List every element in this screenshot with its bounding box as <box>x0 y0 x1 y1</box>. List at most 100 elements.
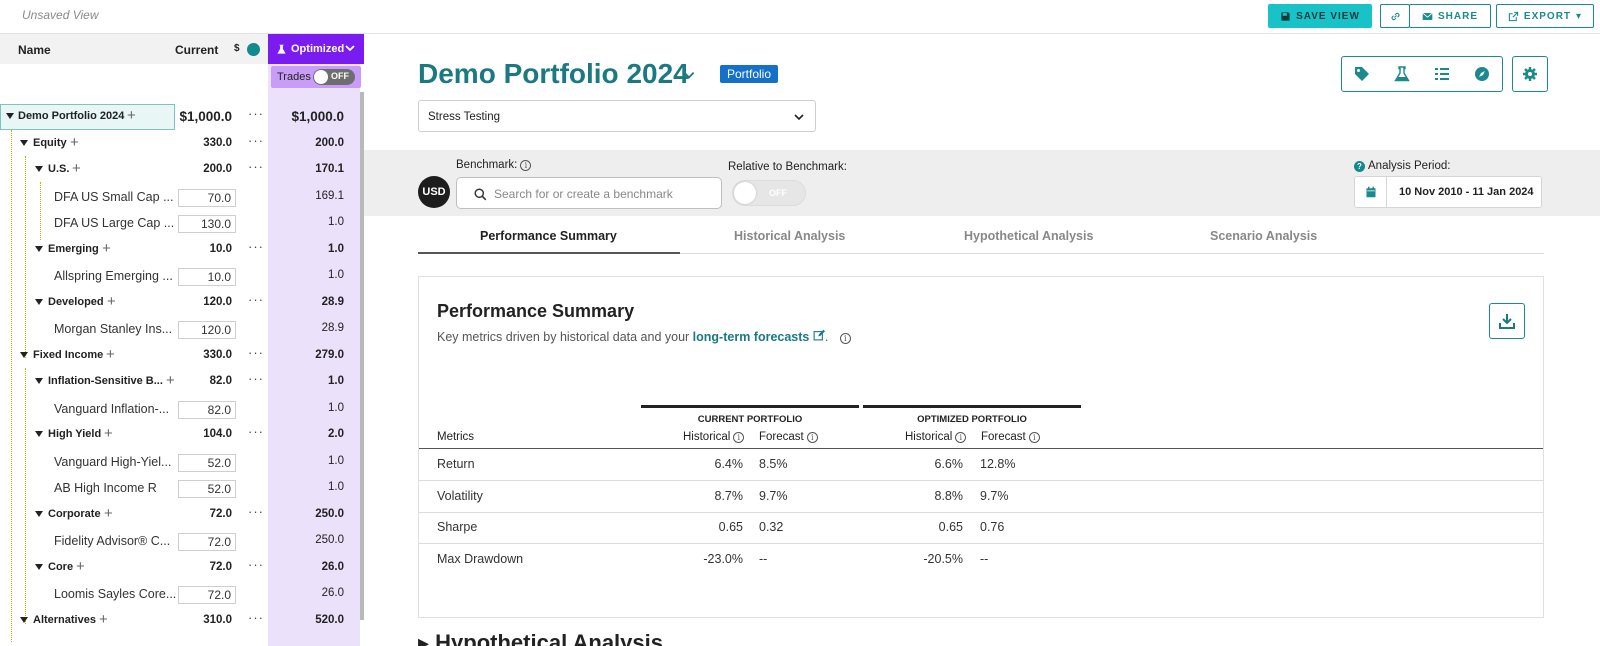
info-icon[interactable]: i <box>806 432 818 443</box>
tab-performance-summary[interactable]: Performance Summary <box>480 229 617 243</box>
tree-row-group[interactable]: U.S. +200.0 ··· 170.1 <box>0 157 360 183</box>
caret-down-icon[interactable] <box>20 351 28 358</box>
tree-row-current: $1,000.0 <box>179 109 232 124</box>
more-icon[interactable]: ··· <box>248 424 264 439</box>
add-icon[interactable]: + <box>102 239 111 257</box>
vertical-scrollbar[interactable] <box>360 92 364 620</box>
tree-row-holding[interactable]: Allspring Emerging ... 10.0 1.0 <box>0 263 360 289</box>
more-icon[interactable]: ··· <box>248 106 264 121</box>
list-icon[interactable] <box>1434 66 1450 82</box>
caret-down-icon[interactable] <box>35 166 43 172</box>
current-amount-input[interactable]: 52.0 <box>178 453 236 472</box>
caret-down-icon[interactable] <box>6 113 14 119</box>
tree-row-holding[interactable]: Morgan Stanley Ins... 120.0 28.9 <box>0 316 360 342</box>
caret-down-icon[interactable] <box>35 245 43 252</box>
settings-button[interactable] <box>1512 56 1548 92</box>
info-icon[interactable]: i <box>1028 432 1040 443</box>
current-amount-input[interactable]: 72.0 <box>178 586 236 604</box>
tree-row-group[interactable]: Core +72.0 ··· 26.0 <box>0 555 360 581</box>
caret-down-icon[interactable] <box>20 616 28 623</box>
add-icon[interactable]: + <box>127 107 136 124</box>
info-icon[interactable]: i <box>520 160 532 171</box>
add-icon[interactable]: + <box>104 504 113 522</box>
tree-row-group[interactable]: Demo Portfolio 2024 + $1,000.0 ··· $1,000.0 <box>0 104 360 130</box>
tree-row-group[interactable]: Equity +330.0 ··· 200.0 <box>0 131 360 157</box>
tree-row-holding[interactable]: Vanguard Inflation-... 82.0 1.0 <box>0 396 360 422</box>
add-icon[interactable]: + <box>106 345 115 363</box>
tree-row-group[interactable]: Inflation-Sensitive B... +82.0 ··· 1.0 <box>0 369 360 395</box>
flask-icon[interactable] <box>1394 66 1410 82</box>
tree-row-holding[interactable]: AB High Income R 52.0 1.0 <box>0 475 360 501</box>
add-icon[interactable]: + <box>99 610 108 628</box>
more-icon[interactable]: ··· <box>248 344 264 360</box>
info-icon[interactable]: i <box>955 432 967 443</box>
long-term-forecasts-link[interactable]: long-term forecasts <box>692 330 810 344</box>
add-icon[interactable]: + <box>166 372 175 389</box>
copy-link-button[interactable] <box>1380 4 1410 28</box>
tree-row-holding[interactable]: DFA US Small Cap ... 70.0 169.1 <box>0 184 360 210</box>
add-icon[interactable]: + <box>104 425 113 442</box>
more-icon[interactable]: ··· <box>248 503 264 519</box>
tree-row-group[interactable]: High Yield +104.0 ··· 2.0 <box>0 422 360 448</box>
caret-down-icon[interactable] <box>35 510 43 517</box>
trades-toggle[interactable]: OFF <box>313 69 355 85</box>
more-icon[interactable]: ··· <box>248 556 264 572</box>
more-icon[interactable]: ··· <box>248 371 264 386</box>
tab-historical-analysis[interactable]: Historical Analysis <box>734 229 846 243</box>
more-icon[interactable]: ··· <box>248 132 264 148</box>
tree-row-holding[interactable]: Loomis Sayles Core... 72.0 26.0 <box>0 581 360 607</box>
caret-down-icon[interactable] <box>35 298 43 305</box>
tree-row-group[interactable]: Alternatives +310.0 ··· 520.0 <box>0 608 360 634</box>
analysis-type-select[interactable]: Stress Testing <box>418 100 816 132</box>
caret-down-icon[interactable] <box>35 431 43 437</box>
tree-row-group[interactable]: Developed +120.0 ··· 28.9 <box>0 290 360 316</box>
share-button[interactable]: SHARE <box>1409 4 1491 28</box>
current-amount-input[interactable]: 52.0 <box>178 480 236 498</box>
more-icon[interactable]: ··· <box>248 238 264 254</box>
current-amount-input[interactable]: 10.0 <box>178 268 236 286</box>
info-icon[interactable]: i <box>733 432 745 443</box>
more-icon[interactable]: ··· <box>248 291 264 307</box>
calendar-icon[interactable] <box>1355 177 1387 207</box>
current-amount-input[interactable]: 72.0 <box>178 533 236 551</box>
more-icon[interactable]: ··· <box>248 609 264 625</box>
current-amount-input[interactable]: 130.0 <box>178 215 236 233</box>
caret-down-icon[interactable] <box>35 378 43 384</box>
current-amount-input[interactable]: 82.0 <box>178 400 236 419</box>
tag-icon[interactable] <box>1354 66 1370 82</box>
caret-down-icon[interactable] <box>35 563 43 570</box>
tree-row-holding[interactable]: Fidelity Advisor® C... 72.0 250.0 <box>0 528 360 554</box>
page-title[interactable]: Demo Portfolio 2024 <box>418 58 689 89</box>
tab-scenario-analysis[interactable]: Scenario Analysis <box>1210 229 1318 243</box>
help-icon[interactable]: ? <box>1354 161 1365 172</box>
chevron-down-icon[interactable] <box>682 68 696 82</box>
analysis-period-picker[interactable]: 10 Nov 2010 - 11 Jan 2024 <box>1354 176 1542 208</box>
tree-row-current: 82.0 <box>209 375 232 387</box>
benchmark-search-input[interactable]: Search for or create a benchmark <box>456 177 722 209</box>
tab-hypothetical-analysis[interactable]: Hypothetical Analysis <box>964 229 1094 243</box>
add-icon[interactable]: + <box>72 160 81 177</box>
add-icon[interactable]: + <box>107 292 116 310</box>
current-amount-input[interactable]: 120.0 <box>178 321 236 339</box>
currency-toggle[interactable] <box>247 43 260 56</box>
tree-row-group[interactable]: Emerging +10.0 ··· 1.0 <box>0 237 360 263</box>
currency-badge[interactable]: USD <box>418 176 450 208</box>
optimized-dropdown[interactable]: Optimized <box>268 34 364 64</box>
edit-icon[interactable] <box>813 329 825 341</box>
more-icon[interactable]: ··· <box>248 159 264 174</box>
tree-row-holding[interactable]: DFA US Large Cap ... 130.0 1.0 <box>0 210 360 236</box>
info-icon[interactable]: i <box>839 333 851 344</box>
caret-down-icon[interactable] <box>20 139 28 146</box>
download-button[interactable] <box>1489 303 1525 339</box>
tree-row-name: U.S. <box>48 163 70 175</box>
save-view-button[interactable]: SAVE VIEW <box>1268 4 1372 28</box>
relative-to-benchmark-toggle[interactable]: OFF <box>732 180 806 206</box>
tree-row-group[interactable]: Fixed Income +330.0 ··· 279.0 <box>0 343 360 369</box>
add-icon[interactable]: + <box>76 557 85 575</box>
current-amount-input[interactable]: 70.0 <box>178 188 236 207</box>
tree-row-group[interactable]: Corporate +72.0 ··· 250.0 <box>0 502 360 528</box>
tree-row-holding[interactable]: Vanguard High-Yiel... 52.0 1.0 <box>0 449 360 475</box>
compass-icon[interactable] <box>1474 66 1490 82</box>
export-button[interactable]: EXPORT ▾ <box>1496 4 1594 28</box>
add-icon[interactable]: + <box>70 133 79 151</box>
